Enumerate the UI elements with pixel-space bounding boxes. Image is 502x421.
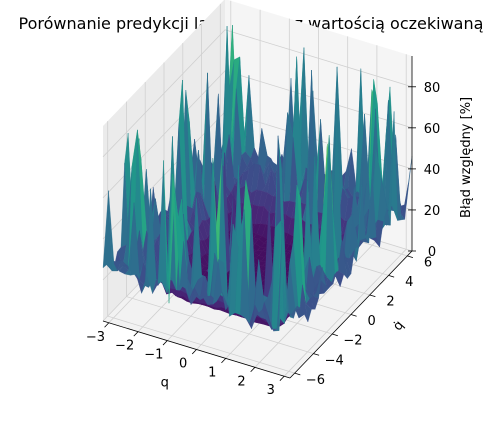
surface-patch: [284, 266, 294, 319]
z-tick-label: 40: [424, 163, 441, 178]
q-tick: [279, 375, 285, 381]
surface-mesh: [102, 25, 413, 332]
qdot-tick-label: −4: [325, 353, 344, 368]
qdot-tick: [332, 333, 338, 337]
qdot-tick: [407, 255, 414, 258]
q-tick: [191, 349, 197, 355]
q-tick: [133, 331, 139, 337]
z-tick-label: 20: [424, 204, 441, 219]
qdot-axis-label: q̇: [390, 318, 407, 334]
z-tick-label: 60: [424, 122, 441, 137]
qdot-tick-label: −2: [343, 334, 362, 349]
qdot-tick: [294, 372, 301, 376]
q-tick: [104, 322, 110, 328]
q-tick-label: 0: [179, 356, 187, 371]
qdot-tick-label: 6: [424, 256, 432, 271]
q-tick: [162, 340, 168, 346]
qdot-tick: [313, 353, 320, 356]
qdot-tick-label: 0: [368, 314, 376, 329]
qdot-tick-label: 4: [405, 275, 413, 290]
grid-line-z: [102, 70, 413, 199]
qdot-tick-label: 2: [386, 295, 394, 310]
z-axis-label: Błąd względny [%]: [459, 97, 474, 218]
qdot-tick: [350, 314, 357, 317]
q-tick-label: 2: [237, 374, 245, 389]
q-tick-label: −3: [86, 330, 105, 345]
qdot-tick: [369, 294, 376, 298]
q-tick-label: −1: [144, 348, 163, 363]
q-tick: [221, 358, 227, 364]
qdot-tick: [388, 275, 395, 278]
q-tick-label: −2: [115, 339, 134, 354]
q-tick: [250, 367, 256, 373]
grid-line-z: [102, 29, 413, 158]
q-tick-label: 3: [267, 383, 275, 398]
q-axis-label: q: [161, 376, 169, 391]
z-tick-label: 0: [428, 245, 436, 260]
q-tick-label: 1: [208, 365, 216, 380]
z-tick-label: 80: [424, 81, 441, 96]
qdot-tick-label: −6: [306, 373, 325, 388]
